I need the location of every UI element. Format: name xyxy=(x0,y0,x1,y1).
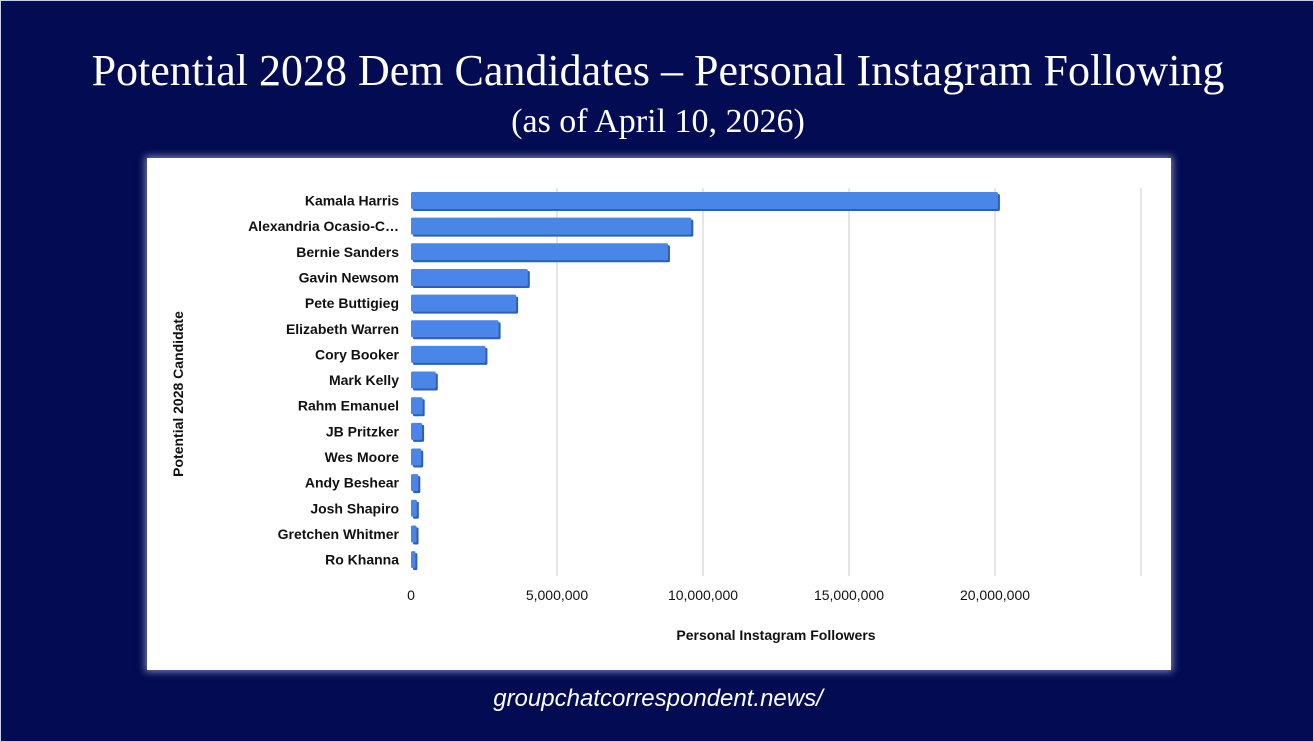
bar xyxy=(411,371,438,391)
x-axis-title: Personal Instagram Followers xyxy=(676,627,875,643)
bars xyxy=(411,192,1000,571)
bar xyxy=(411,422,425,442)
x-tick-labels: 0 5,000,000 10,000,000 15,000,000 20,000,000 xyxy=(407,587,1030,603)
category-label: Ro Khanna xyxy=(325,552,399,568)
slide-subtitle: (as of April 10, 2026) xyxy=(511,103,805,140)
bar xyxy=(411,320,501,340)
category-label: JB Pritzker xyxy=(326,423,400,439)
bar-face xyxy=(411,551,416,569)
category-label: Andy Beshear xyxy=(305,475,400,491)
bar xyxy=(411,294,519,314)
category-label: Gavin Newsom xyxy=(299,269,399,285)
bar-face xyxy=(411,294,517,312)
bar-face xyxy=(411,243,668,261)
bar-face xyxy=(411,525,417,543)
x-tick-label: 0 xyxy=(407,587,415,603)
bar-face xyxy=(411,192,998,209)
x-tick-label: 10,000,000 xyxy=(668,587,738,603)
category-label: Mark Kelly xyxy=(329,372,399,388)
bar-face xyxy=(411,397,423,415)
bar-face xyxy=(411,217,692,235)
bar-face xyxy=(411,371,436,389)
bar-face xyxy=(411,422,423,440)
gridlines xyxy=(556,188,1142,576)
x-tick-label: 20,000,000 xyxy=(960,587,1030,603)
category-label: Josh Shapiro xyxy=(310,500,399,516)
footer-url: groupchatcorrespondent.news/ xyxy=(493,685,823,712)
category-label: Pete Buttigieg xyxy=(305,295,399,311)
y-axis-title: Potential 2028 Candidate xyxy=(170,311,186,477)
bar xyxy=(411,243,670,263)
category-label: Alexandria Ocasio-C… xyxy=(248,218,399,234)
bar xyxy=(411,448,424,468)
chart-card: Kamala Harris Alexandria Ocasio-C… Bernie … xyxy=(147,158,1171,670)
bar xyxy=(411,525,419,545)
category-label: Bernie Sanders xyxy=(296,244,399,260)
category-label: Elizabeth Warren xyxy=(286,321,399,337)
bar xyxy=(411,217,694,237)
x-tick-label: 5,000,000 xyxy=(526,587,588,603)
bar-chart: Kamala Harris Alexandria Ocasio-C… Bernie … xyxy=(170,188,1142,643)
bar-face xyxy=(411,499,417,517)
bar xyxy=(411,192,1000,211)
category-label: Gretchen Whitmer xyxy=(278,526,400,542)
bar-face xyxy=(411,320,499,338)
bar xyxy=(411,499,419,519)
bar xyxy=(411,268,530,288)
slide-title: Potential 2028 Dem Candidates – Personal… xyxy=(91,46,1225,95)
bar xyxy=(411,345,488,365)
x-tick-label: 15,000,000 xyxy=(814,587,884,603)
bar-face xyxy=(411,345,486,363)
bar xyxy=(411,474,421,494)
bar xyxy=(411,551,418,571)
bar xyxy=(411,397,425,417)
bar-face xyxy=(411,448,422,466)
category-label: Kamala Harris xyxy=(305,193,399,209)
category-labels: Kamala Harris Alexandria Ocasio-C… Bernie … xyxy=(248,193,399,568)
bar-face xyxy=(411,268,528,286)
category-label: Wes Moore xyxy=(325,449,400,465)
bar-face xyxy=(411,474,419,492)
category-label: Cory Booker xyxy=(315,346,400,362)
category-label: Rahm Emanuel xyxy=(298,398,399,414)
